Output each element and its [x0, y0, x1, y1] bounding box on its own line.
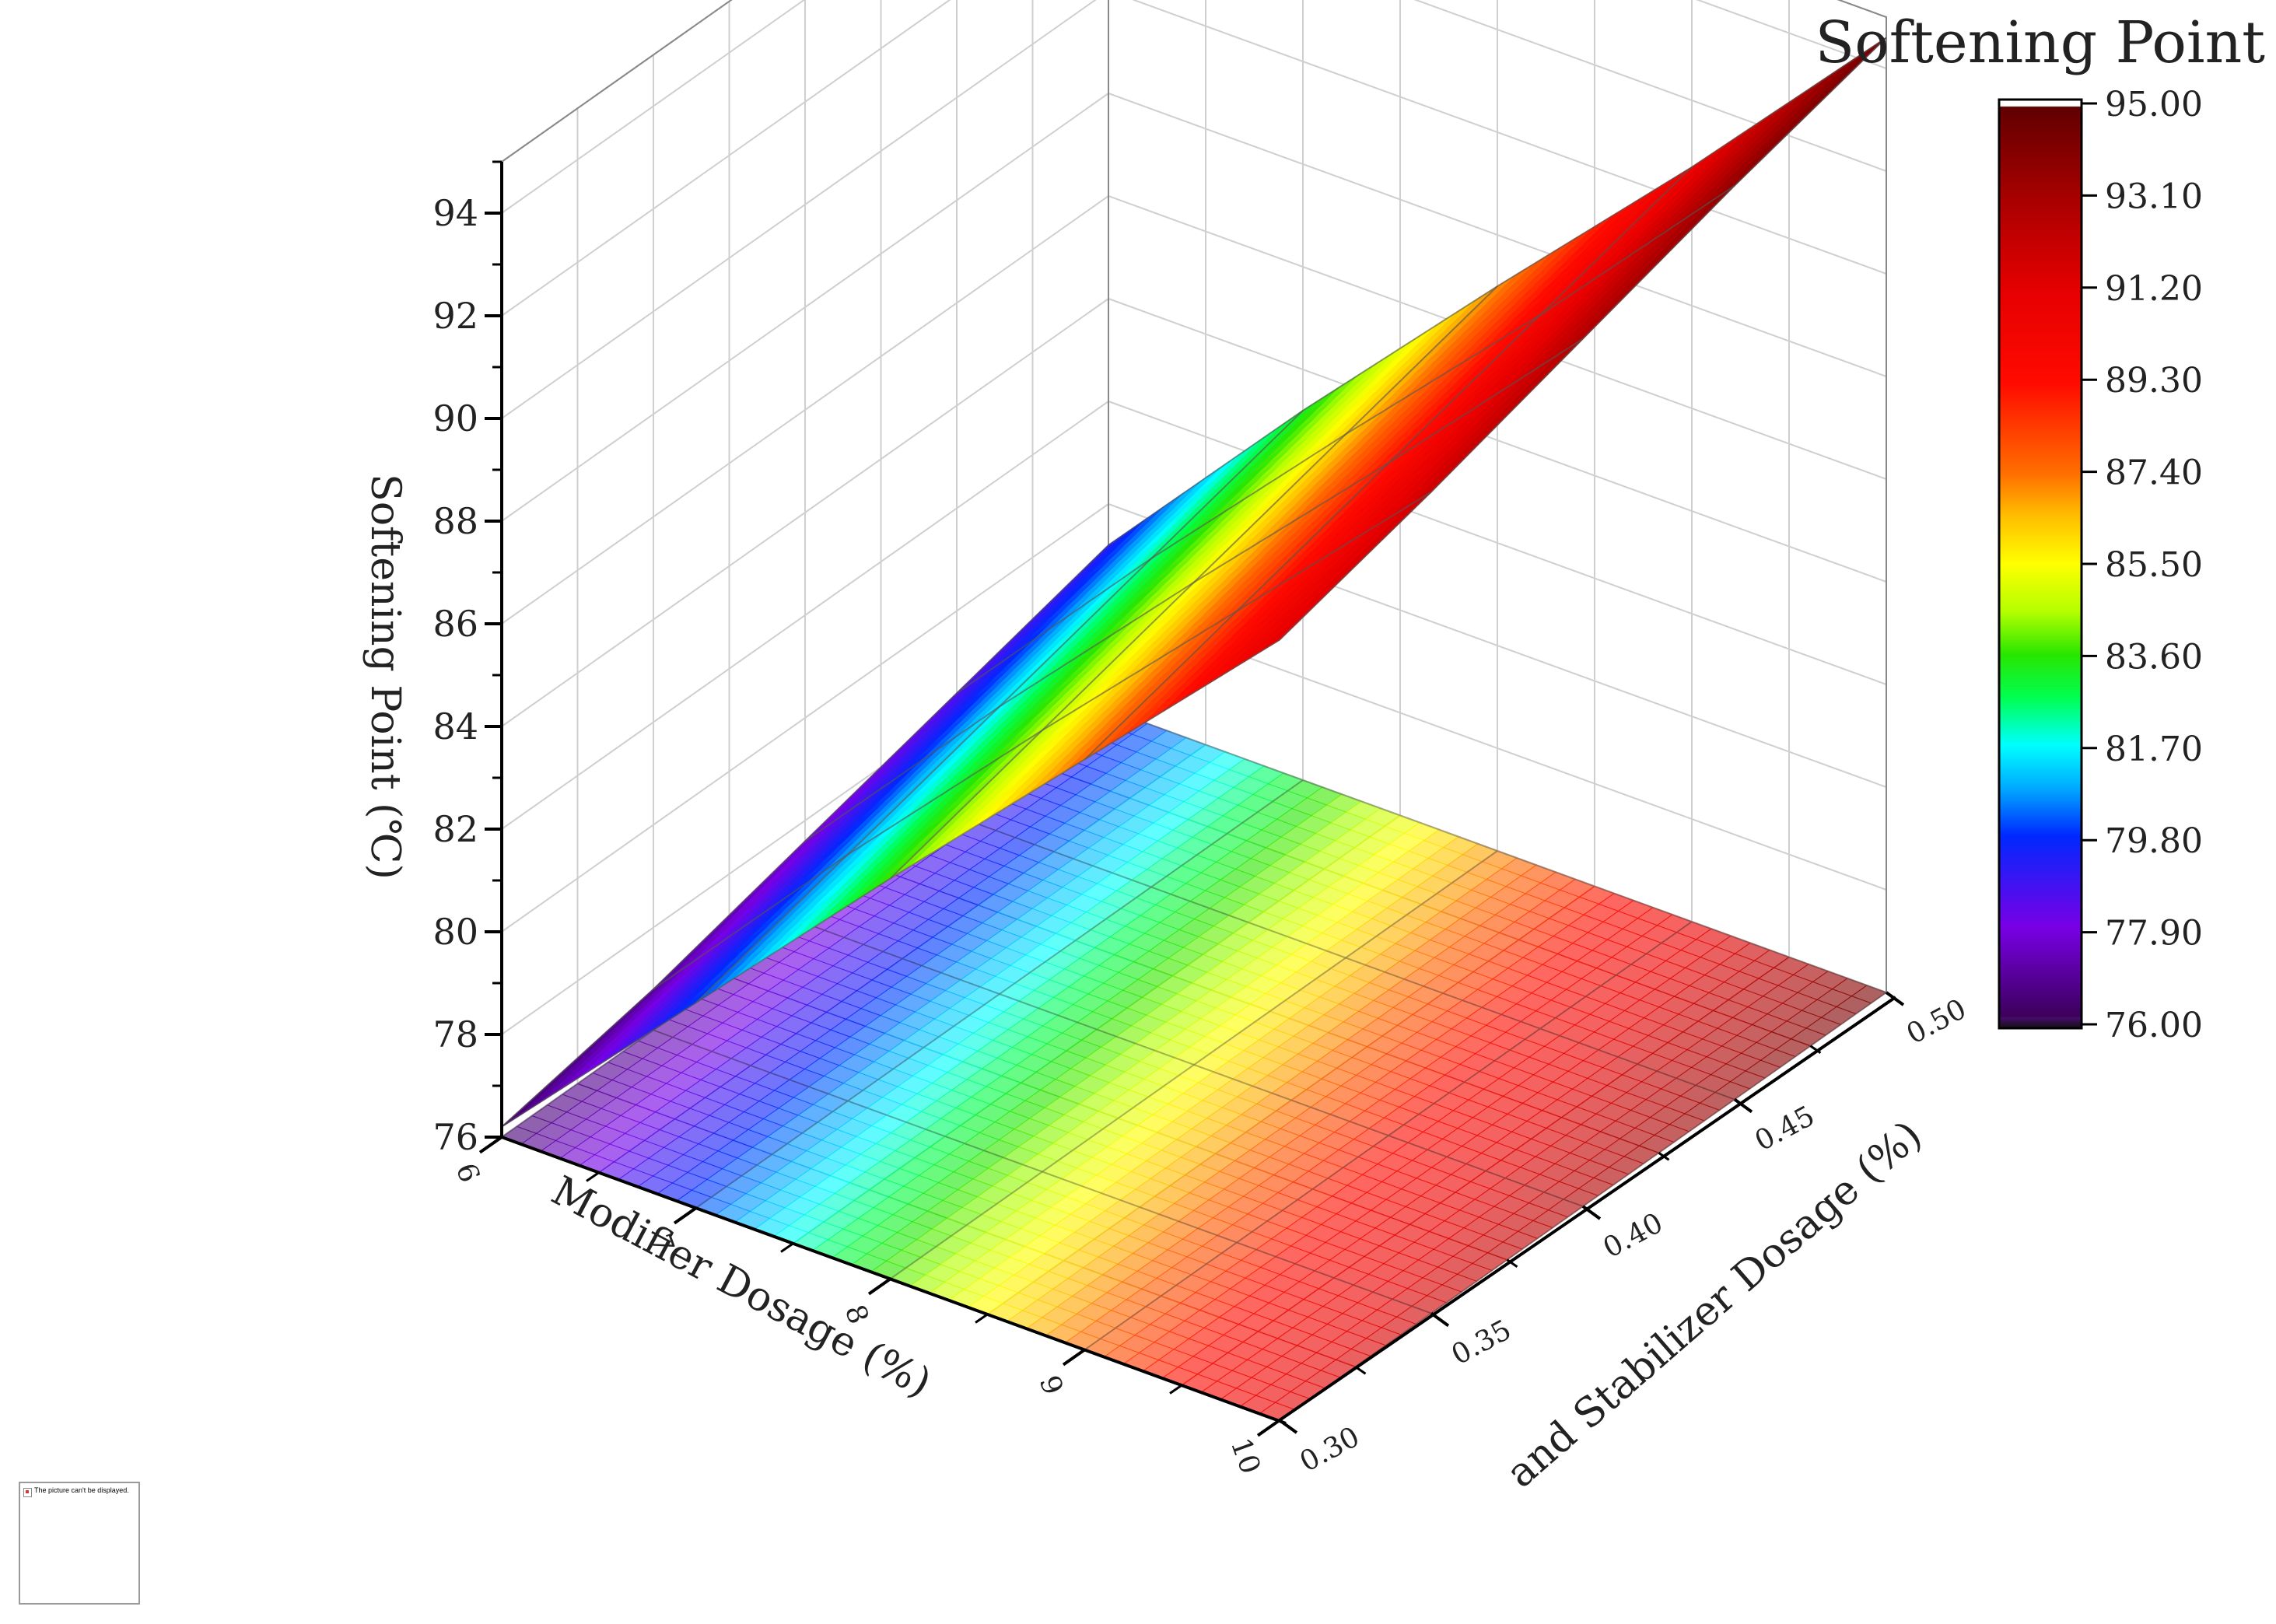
colorbar-tick-label: 91.20: [2105, 269, 2203, 309]
y-tick: [1430, 1311, 1450, 1328]
z-tick-label: 86: [432, 603, 478, 645]
colorbar-tick-label: 83.60: [2105, 637, 2203, 677]
x-tick-label: 9: [1033, 1371, 1069, 1399]
colorbar-tick-label: 93.10: [2105, 177, 2203, 216]
y-tick: [1278, 1419, 1298, 1434]
floor-mesh-line: [804, 922, 1584, 1207]
floor-projection: [500, 709, 1888, 1421]
y-tick-label: 0.45: [1750, 1100, 1820, 1157]
y-tick-label: 0.50: [1902, 993, 1972, 1051]
floor-mesh-line: [890, 850, 1498, 1279]
colorbar-tick-label: 77.90: [2105, 914, 2203, 954]
z-tick-label: 94: [432, 192, 478, 234]
z-tick-label: 92: [432, 295, 478, 337]
y-tick-label: 0.40: [1598, 1207, 1668, 1265]
x-minor-tick: [1169, 1384, 1183, 1395]
z-tick-label: 88: [432, 500, 478, 542]
floor-mesh-line: [956, 815, 1735, 1101]
floor-mesh-line: [1108, 709, 1887, 993]
colorbar: 95.00 93.10 91.20 89.30 87.40 85.50 83.60 81.70…: [1998, 85, 2203, 1045]
z-tick-label: 78: [432, 1013, 478, 1055]
colorbar-tick-label: 87.40: [2105, 453, 2203, 493]
z-tick-label: 76: [432, 1116, 478, 1158]
x-tick: [1256, 1419, 1281, 1437]
floor-mesh-line: [1084, 921, 1693, 1350]
floor-mesh-line: [653, 1029, 1432, 1314]
surface-mesh: [501, 37, 1887, 1128]
x-minor-tick: [780, 1242, 794, 1253]
colorbar-title: Softening Point: [1816, 9, 2266, 76]
x-tick-label: 6: [450, 1159, 485, 1187]
x-tick-label: 10: [1224, 1434, 1266, 1479]
wall-gridline-h: [501, 0, 806, 214]
broken-image-icon: [23, 1488, 32, 1497]
z-tick-label: 84: [432, 705, 478, 747]
colorbar-tick-label: 89.30: [2105, 361, 2203, 401]
y-tick-label: 0.35: [1447, 1314, 1517, 1371]
z-tick-label: 90: [432, 397, 478, 439]
colorbar-tick-label: 81.70: [2105, 730, 2203, 769]
y-tick: [1581, 1205, 1602, 1220]
x-tick: [1062, 1348, 1087, 1367]
colorbar-tick-label: 95.00: [2105, 85, 2203, 124]
z-tick-label: 82: [432, 808, 478, 850]
y-tick-label: 0.30: [1295, 1421, 1365, 1479]
wall-gridline-h: [1696, 0, 1887, 69]
x-minor-tick: [975, 1313, 989, 1324]
x-tick: [478, 1136, 503, 1154]
z-axis-title: Softening Point (℃): [362, 474, 408, 880]
colorbar-tick-label: 79.80: [2105, 821, 2203, 861]
y-minor-tick: [1354, 1366, 1367, 1375]
colorbar-fill: [1998, 98, 2083, 1030]
broken-image-text: The picture can't be displayed.: [34, 1486, 129, 1494]
colorbar-tick-label: 85.50: [2105, 545, 2203, 585]
x-tick: [673, 1206, 698, 1225]
x-tick: [867, 1277, 892, 1296]
colorbar-tick-label: 76.00: [2105, 1006, 2203, 1045]
z-tick-label: 80: [432, 911, 478, 953]
broken-image-placeholder: The picture can't be displayed.: [19, 1482, 140, 1605]
floor-mesh-line: [695, 779, 1304, 1209]
